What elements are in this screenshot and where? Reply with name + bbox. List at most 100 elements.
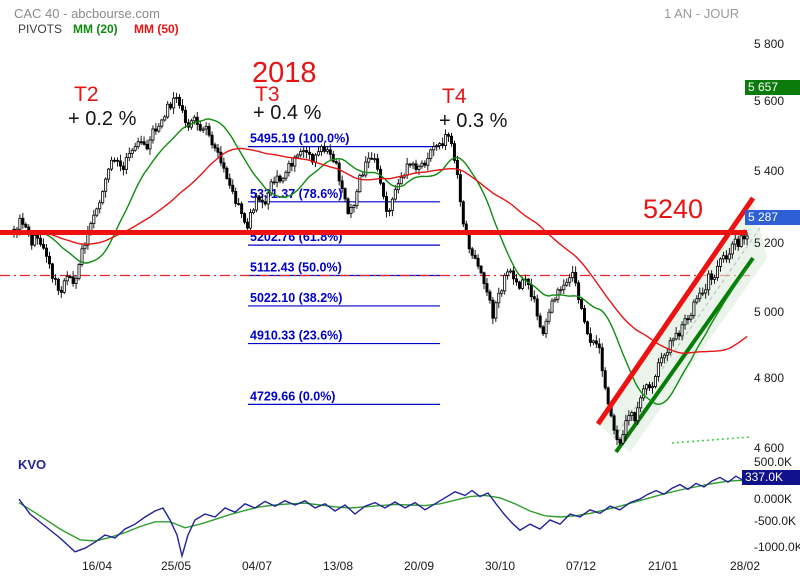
candle-body bbox=[370, 157, 374, 160]
candle-body bbox=[358, 174, 362, 193]
candle-body bbox=[346, 198, 350, 214]
candle-body bbox=[118, 160, 122, 167]
candle-body bbox=[367, 157, 371, 163]
candle-body bbox=[216, 147, 220, 153]
legend-mm20[interactable]: MM (20) bbox=[73, 22, 118, 36]
candle-body bbox=[441, 143, 445, 146]
candle-body bbox=[724, 255, 728, 260]
candle-body bbox=[219, 151, 223, 164]
x-axis-label: 30/10 bbox=[484, 559, 516, 573]
candle-body bbox=[476, 257, 480, 267]
fibonacci-level-label: 5022.10 (38.2%) bbox=[250, 291, 342, 305]
candle-body bbox=[222, 162, 226, 169]
candle-body bbox=[500, 290, 504, 294]
candle-body bbox=[45, 247, 49, 257]
candle-body bbox=[180, 105, 184, 111]
candle-body bbox=[328, 149, 332, 155]
candle-body bbox=[373, 158, 377, 161]
candle-body bbox=[343, 188, 347, 200]
candle-body bbox=[296, 154, 300, 158]
y-axis-label: 5 000 bbox=[754, 305, 785, 319]
candle-body bbox=[618, 439, 622, 444]
candle-body bbox=[571, 271, 575, 279]
candle-body bbox=[334, 161, 338, 164]
candle-body bbox=[240, 203, 244, 214]
candle-body bbox=[506, 271, 510, 276]
candle-body bbox=[257, 196, 261, 201]
y-axis-label: 4 600 bbox=[754, 441, 785, 455]
candle-body bbox=[42, 244, 46, 249]
candle-body bbox=[77, 264, 81, 279]
candle-body bbox=[707, 273, 711, 291]
candle-body bbox=[491, 299, 495, 319]
candle-body bbox=[710, 273, 714, 280]
year-high-badge: 5 657 bbox=[745, 80, 800, 95]
y-axis-label: 5 200 bbox=[754, 236, 785, 250]
candle-body bbox=[574, 271, 578, 284]
candle-body bbox=[461, 201, 465, 225]
candle-body bbox=[248, 212, 252, 229]
candle-body bbox=[71, 276, 75, 284]
candle-body bbox=[207, 126, 211, 136]
kvo-axis-label: -1000.0K bbox=[754, 540, 800, 554]
candle-body bbox=[671, 338, 675, 342]
candle-body bbox=[266, 192, 270, 205]
candle-body bbox=[429, 149, 433, 159]
candle-body bbox=[340, 180, 344, 189]
candle-body bbox=[269, 181, 273, 194]
candle-body bbox=[74, 277, 78, 284]
candle-body bbox=[473, 254, 477, 259]
candle-body bbox=[210, 134, 214, 146]
candle-body bbox=[154, 128, 158, 132]
annotation-t2-percent: + 0.2 % bbox=[68, 108, 137, 130]
candle-body bbox=[148, 139, 152, 150]
candle-body bbox=[331, 153, 335, 162]
candle-body bbox=[361, 174, 365, 177]
candle-body bbox=[695, 298, 699, 303]
kvo-value-badge: 337.0K bbox=[742, 470, 800, 485]
candle-body bbox=[287, 162, 291, 173]
candle-body bbox=[228, 178, 232, 186]
candle-body bbox=[668, 340, 672, 354]
candle-body bbox=[272, 181, 276, 184]
candle-body bbox=[665, 352, 669, 356]
candle-body bbox=[305, 150, 309, 153]
candle-body bbox=[662, 354, 666, 359]
candle-body bbox=[284, 171, 288, 179]
kvo-axis-label: -500.0K bbox=[754, 514, 797, 528]
candle-body bbox=[36, 234, 40, 239]
legend-pivots[interactable]: PIVOTS bbox=[18, 22, 63, 36]
candle-body bbox=[727, 253, 731, 260]
candle-body bbox=[80, 248, 84, 265]
candle-body bbox=[387, 210, 391, 212]
candle-body bbox=[124, 157, 128, 170]
candle-body bbox=[178, 96, 182, 106]
candle-body bbox=[231, 184, 235, 192]
candle-body bbox=[639, 397, 643, 409]
candle-body bbox=[713, 277, 717, 280]
candle-body bbox=[597, 343, 601, 349]
candle-body bbox=[447, 134, 451, 137]
candle-body bbox=[311, 154, 315, 163]
candle-body bbox=[411, 163, 415, 166]
candle-body bbox=[745, 235, 749, 240]
candle-body bbox=[689, 315, 693, 320]
candle-body bbox=[251, 209, 255, 213]
candle-body bbox=[30, 233, 34, 246]
legend-mm50[interactable]: MM (50) bbox=[134, 22, 179, 36]
candle-body bbox=[325, 149, 329, 152]
candle-body bbox=[600, 347, 604, 372]
candle-body bbox=[583, 308, 587, 323]
candle-body bbox=[263, 201, 267, 205]
candle-body bbox=[698, 292, 702, 300]
candle-body bbox=[686, 318, 690, 321]
candle-body bbox=[113, 159, 117, 162]
x-axis-label: 13/08 bbox=[322, 559, 354, 573]
y-axis-label: 5 800 bbox=[754, 37, 785, 51]
candle-body bbox=[497, 292, 501, 304]
candle-body bbox=[115, 159, 119, 162]
channel-center-line bbox=[613, 227, 761, 439]
candle-body bbox=[509, 270, 513, 273]
candle-body bbox=[21, 217, 25, 225]
